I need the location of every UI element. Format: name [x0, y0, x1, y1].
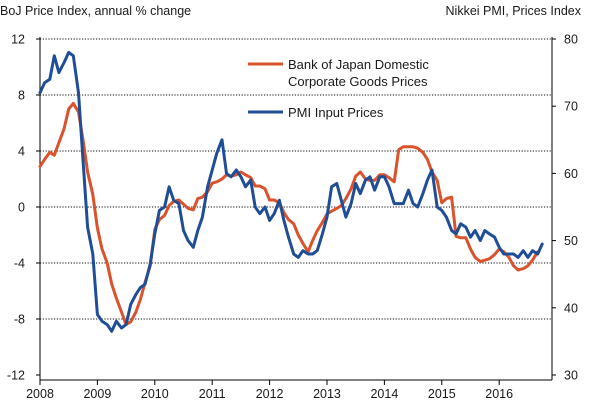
legend: Bank of Japan Domestic Corporate Goods Pr… — [248, 57, 429, 120]
left-axis-ticks: 12 8 4 0 -4 -8 -12 — [7, 33, 40, 383]
left-tick-label: 8 — [18, 89, 25, 103]
x-tick-label: 2012 — [256, 387, 284, 401]
left-tick-label: 4 — [18, 145, 25, 159]
legend-label-pmi: PMI Input Prices — [288, 105, 384, 120]
legend-label-boj-line2: Corporate Goods Prices — [288, 74, 428, 89]
left-tick-label: 0 — [18, 201, 25, 215]
legend-label-boj-line1: Bank of Japan Domestic — [288, 57, 429, 72]
gridlines — [39, 37, 553, 381]
x-tick-label: 2013 — [313, 387, 341, 401]
x-tick-label: 2014 — [370, 387, 398, 401]
right-axis-ticks: 80 70 60 50 40 30 — [552, 33, 578, 383]
right-tick-label: 50 — [564, 234, 578, 248]
left-tick-label: -12 — [7, 369, 25, 383]
x-axis-ticks: 2008 2009 2010 2011 2012 2013 2014 2015 2016 — [26, 380, 513, 401]
left-tick-label: -4 — [14, 257, 25, 271]
x-tick-label: 2015 — [428, 387, 456, 401]
series-line-pmi — [38, 50, 544, 333]
left-tick-label: 12 — [11, 33, 25, 47]
right-axis-label: Nikkei PMI, Prices Index — [446, 4, 582, 18]
right-tick-label: 60 — [564, 167, 578, 181]
right-tick-label: 40 — [564, 301, 578, 315]
x-tick-label: 2010 — [141, 387, 169, 401]
left-tick-label: -8 — [14, 313, 25, 327]
x-tick-label: 2011 — [199, 387, 226, 401]
series-lines — [38, 50, 544, 333]
x-tick-label: 2009 — [83, 387, 111, 401]
right-tick-label: 30 — [564, 369, 578, 383]
x-tick-label: 2008 — [26, 387, 54, 401]
series-line-boj — [38, 101, 540, 327]
x-tick-label: 2016 — [485, 387, 513, 401]
left-axis-label: BoJ Price Index, annual % change — [0, 4, 191, 18]
right-tick-label: 70 — [564, 100, 578, 114]
right-tick-label: 80 — [564, 33, 578, 47]
legend-label-boj: Bank of Japan Domestic Corporate Goods Pr… — [288, 57, 429, 89]
